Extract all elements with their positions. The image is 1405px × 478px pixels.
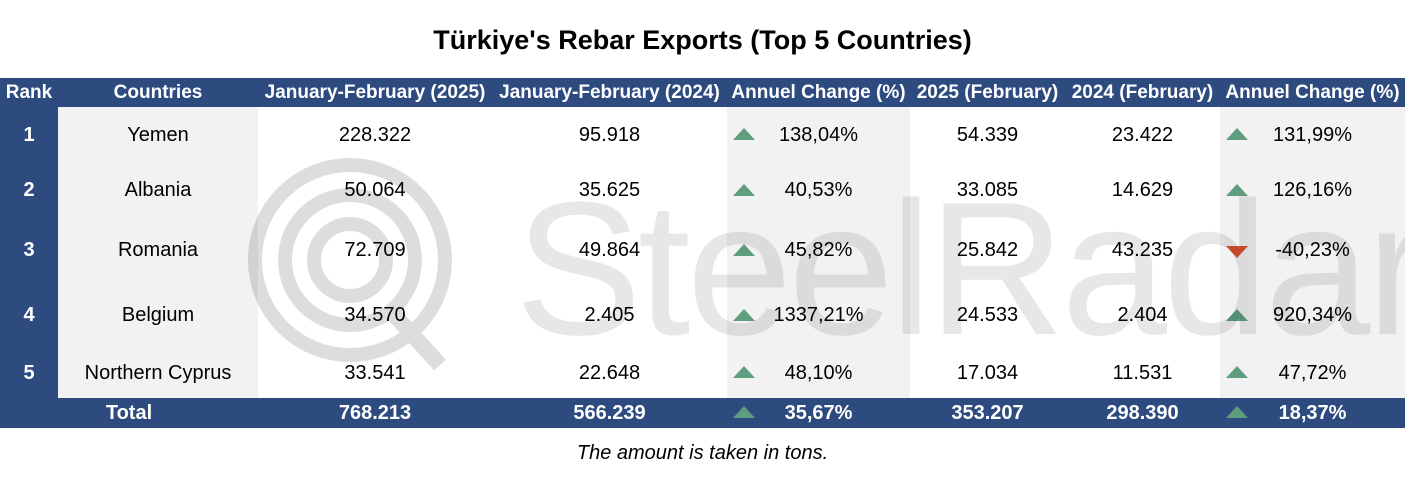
- rank-cell: 3: [0, 218, 58, 283]
- rank-cell: 2: [0, 163, 58, 218]
- value-cell: 126,16%: [1220, 163, 1405, 218]
- trend-arrow: [1226, 128, 1248, 140]
- value-cell: 33.541: [344, 361, 406, 384]
- header-cell: 2025 (February): [910, 78, 1065, 107]
- trend-arrow: [733, 308, 755, 321]
- data-row: 4 Belgium 34.570 2.405 1337,21% 24.533 2.404 92…: [0, 283, 1405, 348]
- change-value: 40,53%: [784, 179, 853, 201]
- total-cell: 768.213: [258, 398, 492, 428]
- total-cell: 35,67%: [727, 398, 910, 428]
- value-cell: 48,10%: [727, 348, 910, 398]
- trend-arrow: [733, 243, 755, 256]
- total-cell: 18,37%: [1220, 398, 1405, 428]
- value-cell: 54.339: [956, 123, 1019, 146]
- trend-arrow: [733, 183, 755, 196]
- header-cell: January-February (2025): [258, 78, 492, 107]
- value-cell: 24.533: [956, 304, 1019, 326]
- change-value: 1337,21%: [773, 304, 864, 326]
- country-cell: Belgium: [58, 283, 258, 348]
- country-cell: Yemen: [58, 107, 258, 163]
- change-value: 126,16%: [1273, 179, 1352, 201]
- header-cell: Annuel Change (%): [727, 78, 910, 107]
- value-cell: 17.034: [956, 361, 1019, 384]
- change-value: 47,72%: [1278, 361, 1347, 384]
- header-cell: Countries: [58, 78, 258, 107]
- trend-arrow: [733, 128, 755, 140]
- value-cell: 22.648: [578, 361, 641, 384]
- value-cell: 228.322: [338, 123, 412, 146]
- value-cell: 25.842: [956, 239, 1019, 261]
- value-cell: 35.625: [578, 179, 641, 201]
- header-cell: January-February (2024): [492, 78, 727, 107]
- trend-arrow: [1226, 406, 1248, 418]
- data-row: 2 Albania 50.064 35.625 40,53% 33.085 14.629 12…: [0, 163, 1405, 218]
- trend-arrow: [1226, 245, 1248, 258]
- value-cell: 47,72%: [1220, 348, 1405, 398]
- value-cell: 14.629: [1111, 179, 1174, 201]
- change-value: 45,82%: [784, 239, 853, 261]
- value-cell: 95.918: [578, 123, 641, 146]
- total-row: Total 768.213 566.239 35,67% 353.207 298.390 1…: [0, 398, 1405, 428]
- value-cell: 23.422: [1111, 123, 1174, 146]
- table: Rank Countries January-February (2025) Janu…: [0, 78, 1405, 428]
- trend-arrow: [733, 366, 755, 378]
- data-row: 1 Yemen 228.322 95.918 138,04% 54.339 23.422 13…: [0, 107, 1405, 163]
- value-cell: 34.570: [344, 304, 406, 326]
- change-value: 48,10%: [784, 361, 853, 384]
- value-cell: 50.064: [344, 179, 406, 201]
- value-cell: 72.709: [344, 239, 406, 261]
- total-cell: 566.239: [492, 398, 727, 428]
- value-cell: 1337,21%: [727, 283, 910, 348]
- header-cell: 2024 (February): [1065, 78, 1220, 107]
- change-value: -40,23%: [1275, 239, 1350, 261]
- total-label: Total: [0, 398, 258, 428]
- rank-cell: 5: [0, 348, 58, 398]
- total-cell: 353.207: [910, 398, 1065, 428]
- value-cell: 33.085: [956, 179, 1019, 201]
- rank-cell: 4: [0, 283, 58, 348]
- value-cell: 920,34%: [1220, 283, 1405, 348]
- data-row: 5 Northern Cyprus 33.541 22.648 48,10% 17.034…: [0, 348, 1405, 398]
- trend-arrow: [1226, 308, 1248, 321]
- country-cell: Albania: [58, 163, 258, 218]
- trend-arrow: [1226, 183, 1248, 196]
- trend-arrow: [733, 406, 755, 418]
- total-cell: 298.390: [1065, 398, 1220, 428]
- change-value: 131,99%: [1273, 123, 1352, 146]
- trend-arrow: [1226, 366, 1248, 378]
- value-cell: 45,82%: [727, 218, 910, 283]
- value-cell: -40,23%: [1220, 218, 1405, 283]
- value-cell: 131,99%: [1220, 107, 1405, 163]
- rank-cell: 1: [0, 107, 58, 163]
- change-value: 138,04%: [779, 123, 858, 146]
- country-cell: Northern Cyprus: [58, 348, 258, 398]
- value-cell: 11.531: [1112, 361, 1173, 384]
- country-cell: Romania: [58, 218, 258, 283]
- header-row: Rank Countries January-February (2025) Janu…: [0, 78, 1405, 107]
- change-value: 35,67%: [784, 401, 853, 424]
- value-cell: 2.405: [584, 304, 635, 326]
- header-cell: Annuel Change (%): [1220, 78, 1405, 107]
- value-cell: 40,53%: [727, 163, 910, 218]
- value-cell: 138,04%: [727, 107, 910, 163]
- value-cell: 2.404: [1117, 304, 1168, 326]
- header-cell: Rank: [0, 78, 58, 107]
- value-cell: 43.235: [1111, 239, 1174, 261]
- title: Türkiye's Rebar Exports (Top 5 Countries…: [433, 25, 972, 55]
- change-value: 920,34%: [1273, 304, 1352, 326]
- change-value: 18,37%: [1278, 401, 1347, 424]
- value-cell: 49.864: [578, 239, 641, 261]
- data-row: 3 Romania 72.709 49.864 45,82% 25.842 43.235 -4…: [0, 218, 1405, 283]
- footnote: The amount is taken in tons.: [576, 442, 829, 464]
